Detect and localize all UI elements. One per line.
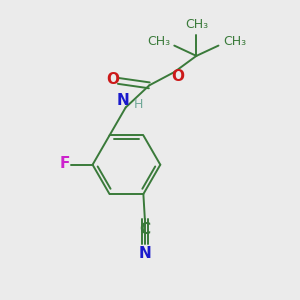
Text: N: N [116, 93, 129, 108]
Text: O: O [106, 72, 119, 87]
Text: C: C [139, 222, 150, 237]
Text: O: O [171, 69, 184, 84]
Text: F: F [60, 156, 70, 171]
Text: CH₃: CH₃ [223, 35, 246, 48]
Text: CH₃: CH₃ [185, 18, 208, 31]
Text: N: N [139, 247, 151, 262]
Text: H: H [134, 98, 143, 111]
Text: CH₃: CH₃ [147, 35, 170, 48]
